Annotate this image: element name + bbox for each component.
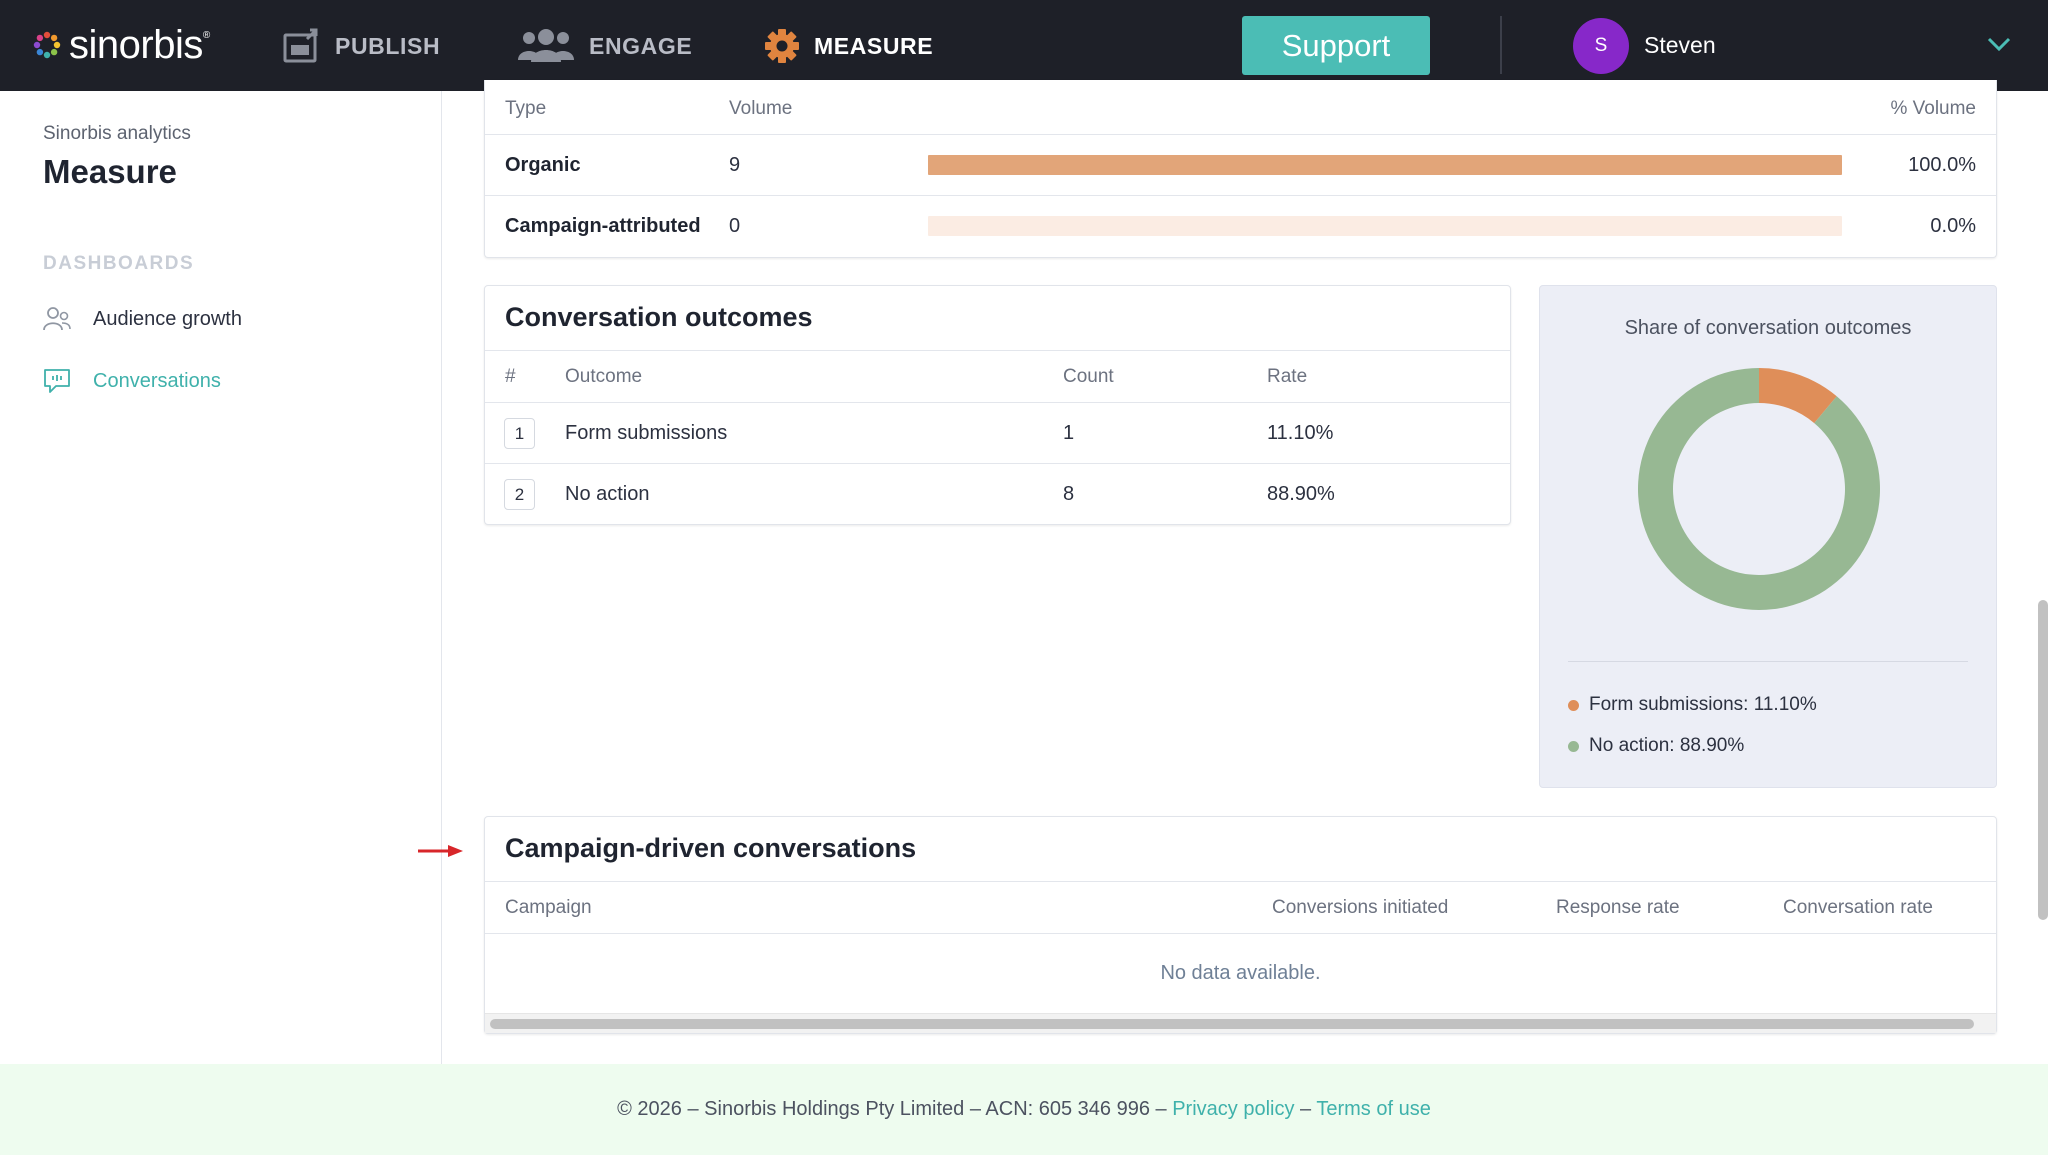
outcomes-chart-panel: Share of conversation outcomes Form subm… — [1539, 285, 1997, 788]
header-count: Count — [1063, 366, 1114, 387]
header-num: # — [505, 366, 516, 387]
row-pct: 0.0% — [1930, 215, 1976, 237]
header-campaign: Campaign — [505, 897, 592, 918]
row-outcome: Form submissions — [565, 422, 728, 444]
donut-slice-form-submissions[interactable] — [1759, 368, 1837, 424]
divider — [485, 463, 1510, 464]
row-count: 8 — [1063, 483, 1075, 505]
campaign-driven-card: Campaign-driven conversations Campaign C… — [484, 816, 1997, 1034]
footer-separator: – — [1294, 1098, 1317, 1120]
legend-dot — [1568, 740, 1579, 752]
sinorbis-logo-icon — [33, 31, 61, 59]
red-arrow-icon — [418, 845, 463, 857]
nav-publish-label: PUBLISH — [335, 32, 441, 59]
volume-bar-track — [928, 155, 1842, 175]
horizontal-scrollbar-thumb[interactable] — [490, 1019, 1974, 1029]
topbar-divider — [1500, 16, 1502, 74]
header-conversions-initiated: Conversions initiated — [1272, 897, 1449, 918]
avatar[interactable]: S — [1573, 18, 1629, 74]
chat-icon — [44, 369, 70, 393]
sidebar-item-label: Conversations — [93, 369, 221, 392]
donut-slice-no-action[interactable] — [1638, 368, 1880, 610]
empty-state-text: No data available. — [1160, 962, 1321, 984]
volume-bar-track — [928, 216, 1842, 236]
footer: © 2026 – Sinorbis Holdings Pty Limited –… — [0, 1064, 2048, 1155]
sidebar-item-audience-growth[interactable]: Audience growth — [43, 302, 242, 336]
copyright-text: © 2026 – Sinorbis Holdings Pty Limited –… — [617, 1098, 1173, 1120]
row-type: Organic — [505, 154, 581, 176]
row-count: 1 — [1063, 422, 1075, 444]
row-number-badge: 2 — [504, 479, 535, 510]
row-rate: 11.10% — [1267, 422, 1334, 444]
divider — [485, 933, 1996, 934]
legend-item: Form submissions: 11.10% — [1568, 694, 1817, 716]
card-title: Conversation outcomes — [505, 302, 813, 332]
divider — [485, 134, 1996, 135]
logo-wordmark: sinorbis — [69, 22, 203, 67]
header-response-rate: Response rate — [1556, 897, 1680, 918]
divider — [485, 195, 1996, 196]
conversation-outcomes-card: Conversation outcomes # Outcome Count Ra… — [484, 285, 1511, 525]
nav-engage[interactable]: ENGAGE — [517, 24, 692, 68]
header-volume: Volume — [729, 98, 793, 119]
horizontal-scrollbar[interactable] — [485, 1013, 1996, 1033]
people-icon — [518, 29, 574, 62]
header-type: Type — [505, 98, 547, 119]
sidebar-item-conversations[interactable]: Conversations — [43, 364, 221, 398]
header-rate: Rate — [1267, 366, 1308, 387]
chart-title: Share of conversation outcomes — [1624, 317, 1912, 339]
row-number-badge: 1 — [504, 418, 535, 449]
donut-chart — [1638, 368, 1880, 610]
row-type: Campaign-attributed — [505, 215, 701, 237]
header-pct-volume: % Volume — [1890, 98, 1976, 119]
page-scrollbar-thumb[interactable] — [2038, 600, 2048, 920]
legend-label: Form submissions: 11.10% — [1589, 694, 1817, 715]
volume-table-card: Type Volume % Volume Organic 9 100.0% Ca… — [484, 80, 1997, 258]
legend-label: No action: 88.90% — [1589, 735, 1745, 756]
legend-item: No action: 88.90% — [1568, 735, 1744, 757]
divider — [485, 881, 1996, 882]
logo-registered-mark: ® — [202, 29, 211, 41]
header-outcome: Outcome — [565, 366, 643, 387]
sinorbis-logo[interactable]: sinorbis ® — [32, 20, 210, 70]
nav-measure[interactable]: MEASURE — [764, 24, 933, 68]
gear-icon — [765, 29, 799, 63]
footer-text-line: © 2026 – Sinorbis Holdings Pty Limited –… — [0, 1098, 2048, 1121]
row-volume: 0 — [729, 215, 741, 237]
top-navigation-bar: sinorbis ® PUBLISH ENGAGE — [0, 0, 2048, 91]
card-title: Campaign-driven conversations — [505, 833, 917, 863]
publish-icon — [283, 28, 318, 63]
row-pct: 100.0% — [1908, 154, 1976, 176]
support-button[interactable]: Support — [1242, 16, 1430, 75]
nav-publish[interactable]: PUBLISH — [283, 24, 440, 68]
legend-dot — [1568, 699, 1579, 711]
sidebar-item-label: Audience growth — [93, 307, 242, 330]
page-title: Measure — [43, 153, 177, 190]
row-rate: 88.90% — [1267, 483, 1335, 505]
user-name[interactable]: Steven — [1644, 32, 1716, 58]
chevron-down-icon[interactable] — [1987, 36, 2011, 52]
volume-bar-fill — [928, 155, 1842, 175]
divider — [1568, 661, 1968, 662]
terms-of-use-link[interactable]: Terms of use — [1316, 1098, 1431, 1120]
sidebar-subtitle: Sinorbis analytics — [43, 123, 191, 144]
privacy-policy-link[interactable]: Privacy policy — [1172, 1098, 1295, 1120]
row-outcome: No action — [565, 483, 650, 505]
row-volume: 9 — [729, 154, 741, 176]
divider — [485, 402, 1510, 403]
divider — [485, 350, 1510, 351]
audience-icon — [43, 307, 71, 331]
nav-engage-label: ENGAGE — [589, 32, 693, 59]
sidebar-section-label: DASHBOARDS — [43, 253, 195, 274]
header-conversation-rate: Conversation rate — [1783, 897, 1933, 918]
sidebar: Sinorbis analytics Measure DASHBOARDS Au… — [0, 91, 442, 1064]
nav-measure-label: MEASURE — [814, 32, 934, 59]
